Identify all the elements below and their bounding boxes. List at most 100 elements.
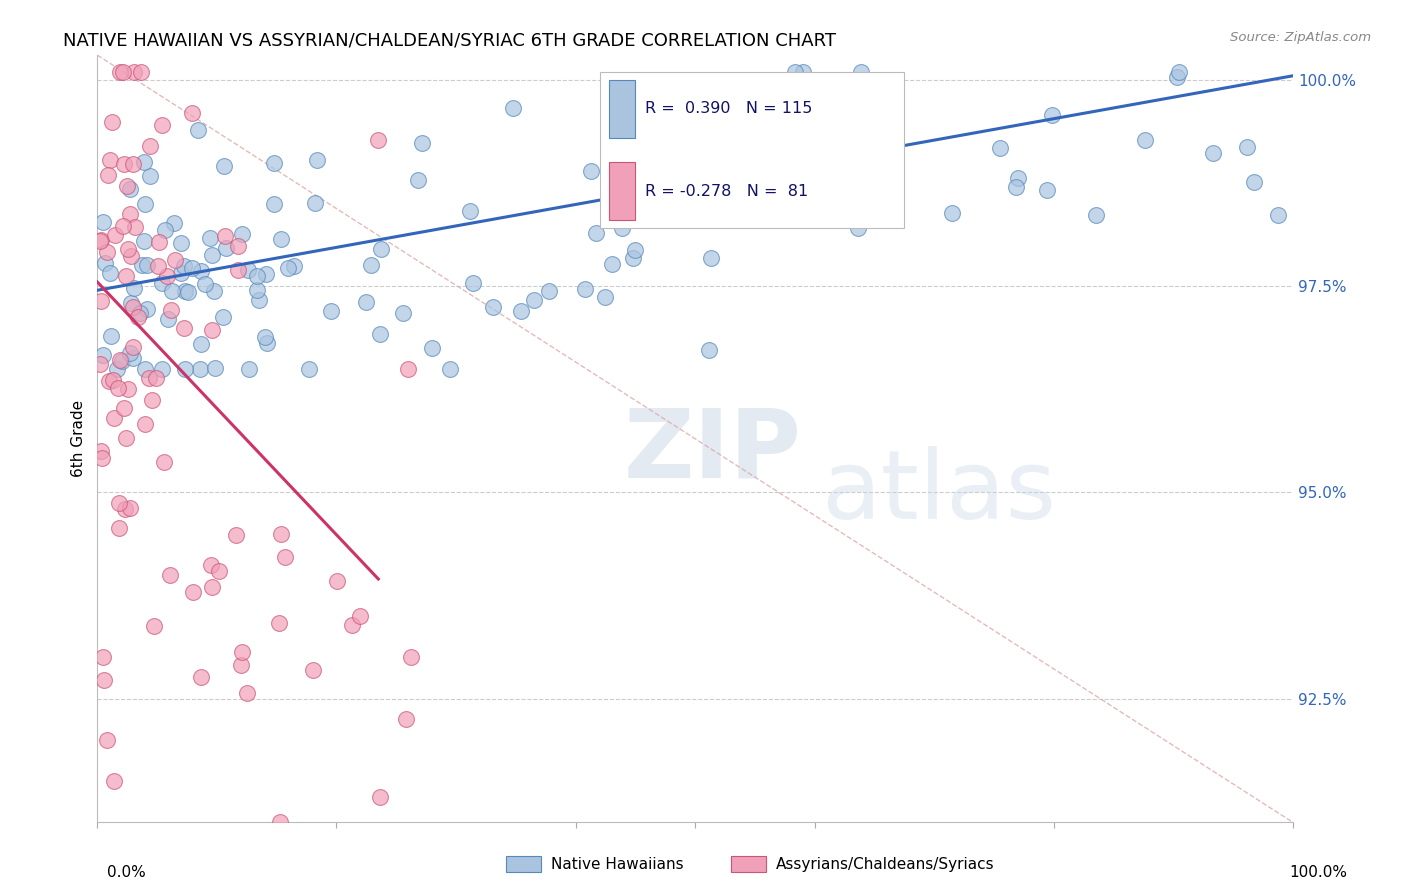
Point: [1166, 70, 1188, 85]
Point: [160, 285, 183, 299]
Point: [194, 277, 217, 291]
Point: [204, 361, 226, 376]
Point: [143, 619, 166, 633]
Text: 100.0%: 100.0%: [1289, 865, 1347, 880]
FancyBboxPatch shape: [599, 71, 904, 228]
Point: [159, 567, 181, 582]
Point: [129, 306, 152, 320]
Point: [105, 361, 128, 376]
Point: [523, 293, 546, 308]
Point: [860, 148, 883, 162]
Point: [846, 221, 869, 235]
Point: [93, 673, 115, 688]
Point: [1167, 64, 1189, 78]
Point: [97, 168, 120, 182]
Point: [170, 266, 193, 280]
Point: [108, 353, 131, 368]
Point: [600, 257, 623, 271]
Point: [148, 235, 170, 250]
Point: [117, 382, 139, 396]
Point: [253, 330, 276, 344]
Point: [173, 260, 195, 274]
Point: [839, 116, 862, 130]
Point: [228, 262, 250, 277]
Point: [585, 226, 607, 240]
Point: [367, 133, 389, 147]
Point: [127, 310, 149, 324]
Point: [134, 197, 156, 211]
Point: [132, 155, 155, 169]
Point: [112, 401, 135, 416]
Point: [305, 153, 328, 168]
Point: [399, 649, 422, 664]
Point: [100, 328, 122, 343]
Point: [111, 64, 134, 78]
Point: [236, 262, 259, 277]
Point: [612, 221, 634, 235]
Point: [165, 252, 187, 267]
Point: [246, 268, 269, 283]
Point: [700, 251, 723, 265]
Point: [160, 303, 183, 318]
Point: [91, 650, 114, 665]
Point: [267, 615, 290, 630]
Point: [131, 258, 153, 272]
Point: [283, 260, 305, 274]
Point: [117, 242, 139, 256]
Point: [90, 293, 112, 308]
Point: [89, 234, 111, 248]
Point: [201, 580, 224, 594]
Point: [122, 157, 145, 171]
Point: [190, 264, 212, 278]
Point: [200, 558, 222, 572]
Point: [169, 235, 191, 250]
Point: [100, 266, 122, 280]
Point: [188, 361, 211, 376]
Point: [636, 146, 658, 161]
Point: [201, 248, 224, 262]
Point: [129, 64, 152, 78]
Point: [214, 228, 236, 243]
Point: [163, 216, 186, 230]
Point: [112, 157, 135, 171]
Point: [236, 686, 259, 700]
Point: [91, 348, 114, 362]
Point: [108, 496, 131, 510]
Point: [89, 358, 111, 372]
Point: [246, 283, 269, 297]
Point: [229, 658, 252, 673]
Point: [187, 123, 209, 137]
Point: [772, 80, 794, 95]
Point: [118, 500, 141, 515]
Point: [302, 664, 325, 678]
Point: [274, 550, 297, 565]
Point: [574, 282, 596, 296]
Point: [1236, 140, 1258, 154]
Point: [228, 239, 250, 253]
Point: [96, 732, 118, 747]
Point: [406, 173, 429, 187]
Point: [368, 790, 391, 805]
Point: [298, 361, 321, 376]
Point: [122, 280, 145, 294]
Point: [1267, 208, 1289, 222]
Point: [120, 296, 142, 310]
Point: [181, 585, 204, 599]
Point: [398, 361, 420, 376]
Point: [181, 260, 204, 275]
Point: [231, 227, 253, 242]
Point: [254, 268, 277, 282]
Point: [121, 340, 143, 354]
Point: [174, 361, 197, 376]
Point: [269, 815, 291, 830]
Point: [214, 241, 236, 255]
Point: [145, 371, 167, 385]
Point: [1135, 133, 1157, 147]
Point: [368, 327, 391, 342]
Point: [263, 196, 285, 211]
Point: [212, 159, 235, 173]
Text: Assyrians/Chaldeans/Syriacs: Assyrians/Chaldeans/Syriacs: [776, 857, 994, 871]
Point: [107, 381, 129, 395]
Point: [212, 310, 235, 324]
Point: [150, 119, 173, 133]
